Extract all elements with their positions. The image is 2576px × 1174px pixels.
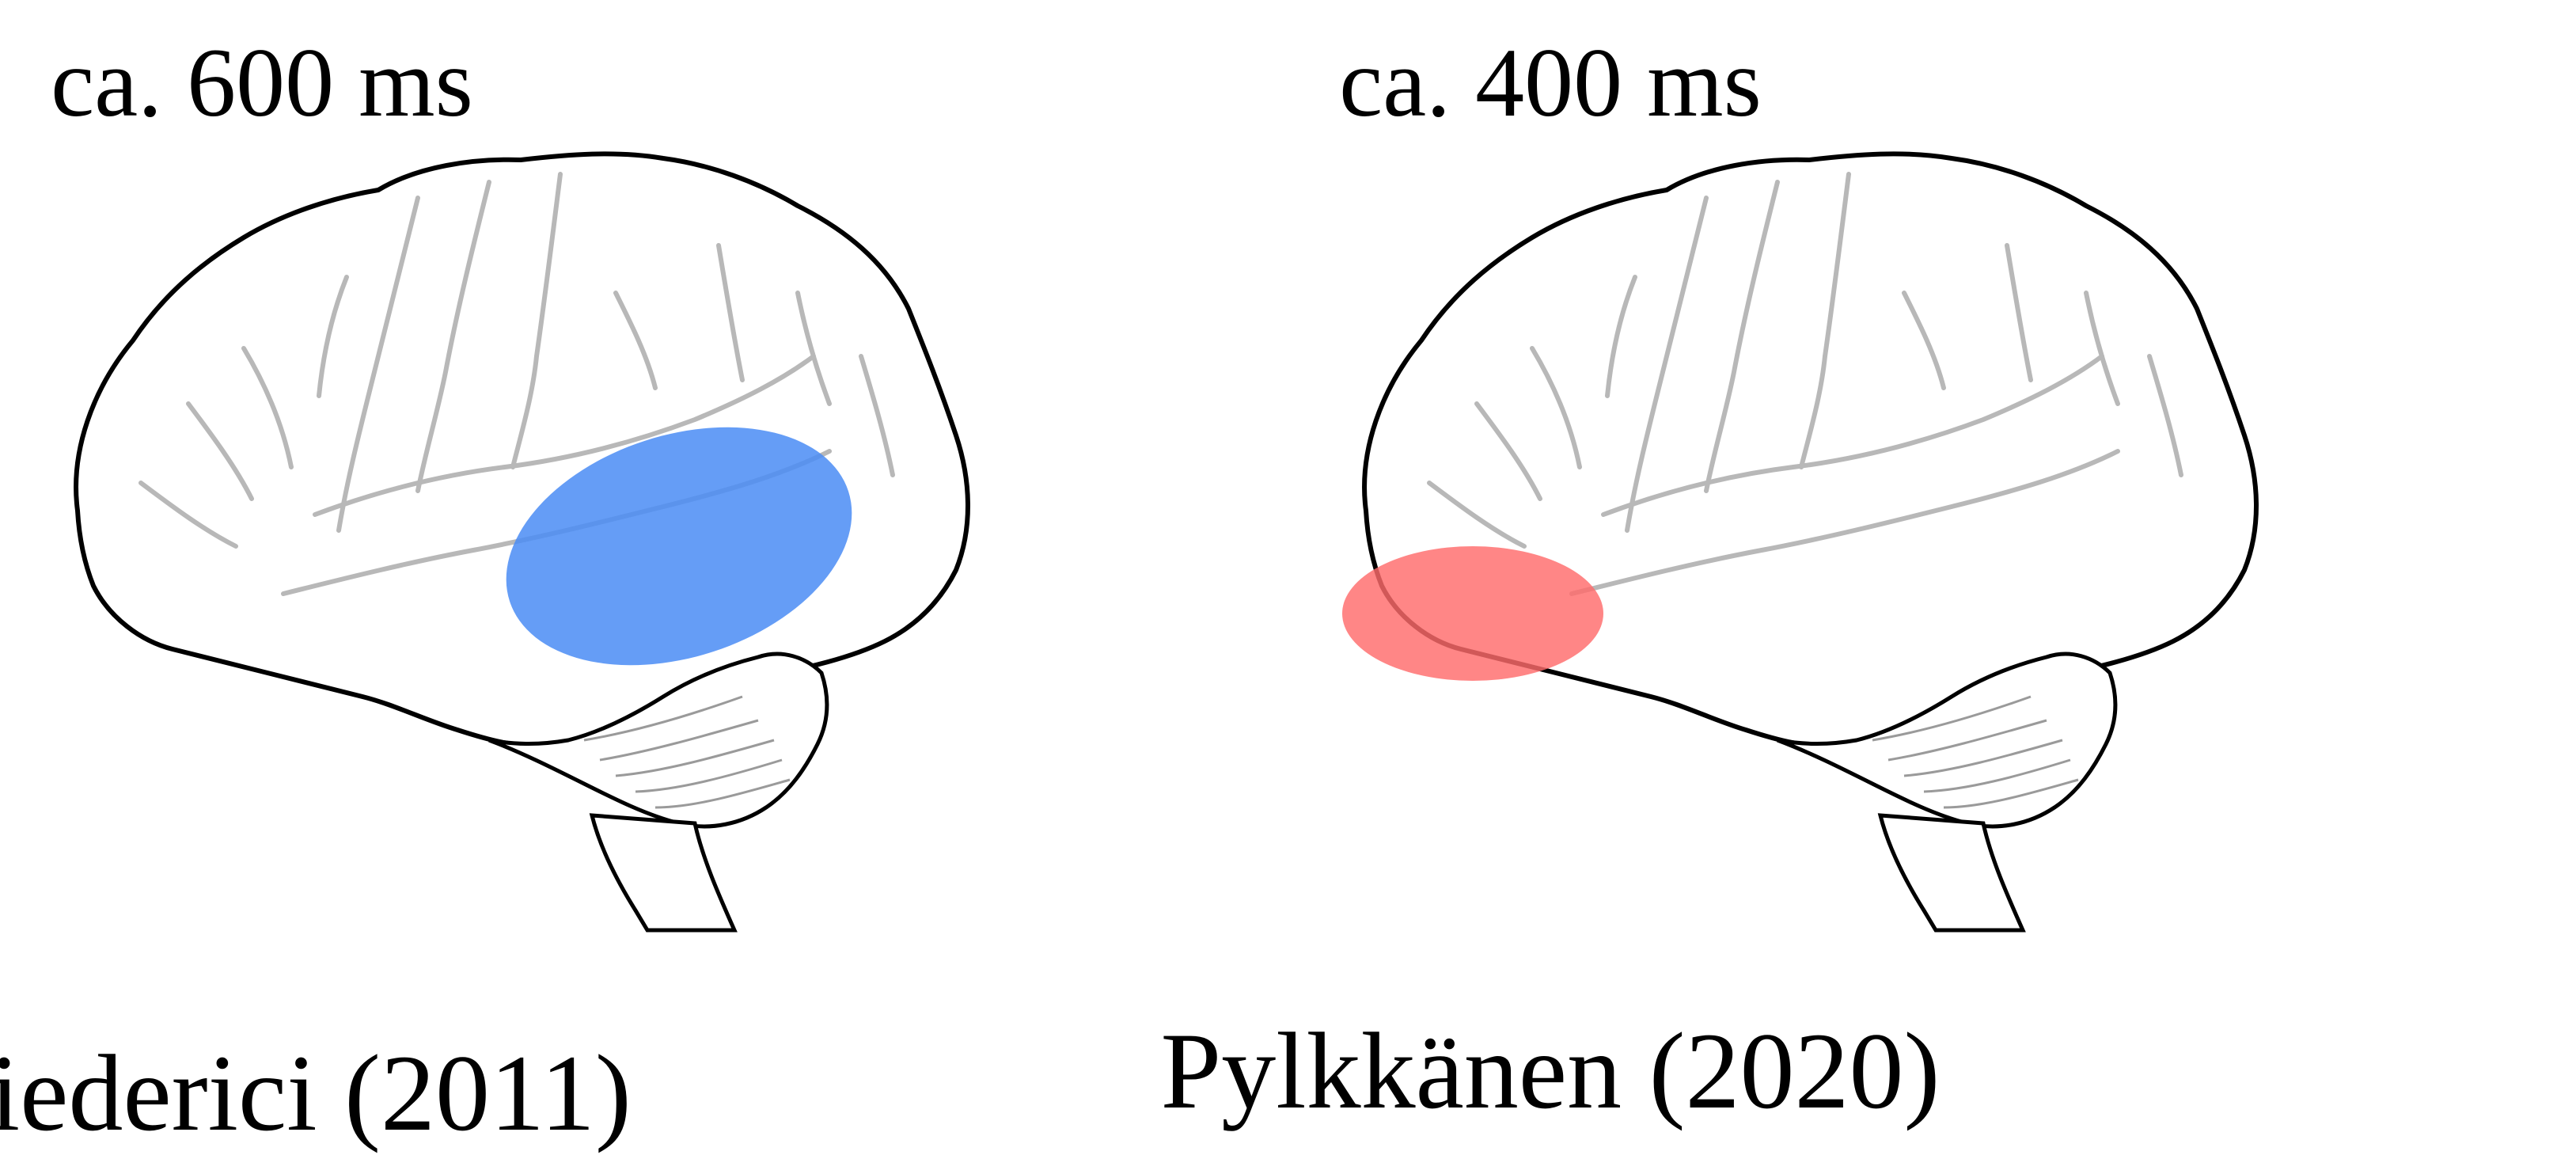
cerebellum-folia xyxy=(583,695,791,809)
brain-sulci xyxy=(138,172,895,596)
citation-label: Pylkkänen (2020) xyxy=(1160,1010,1941,1131)
panel-friederici: ca. 600 ms xyxy=(0,28,970,1153)
activation-region-highlight xyxy=(506,427,852,666)
latency-label: ca. 400 ms xyxy=(1339,28,1762,137)
citation-label: Friederici (2011) xyxy=(0,1032,632,1153)
cerebellum-folia xyxy=(1872,695,2079,809)
brain-illustration xyxy=(1342,151,2259,933)
panel-pylkkanen: ca. 400 ms xyxy=(1160,0,2576,1174)
latency-label: ca. 600 ms xyxy=(51,28,473,137)
brain-illustration xyxy=(74,151,970,933)
activation-region-highlight xyxy=(1342,546,1603,681)
brain-sulci xyxy=(1427,172,2183,596)
